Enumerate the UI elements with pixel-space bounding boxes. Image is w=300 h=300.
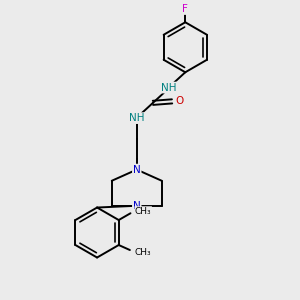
Text: CH₃: CH₃ [135,248,152,256]
Text: NH: NH [129,113,145,123]
Text: N: N [133,201,141,211]
Text: F: F [182,4,188,14]
Text: NH: NH [161,82,177,93]
Text: O: O [175,96,184,106]
Text: CH₃: CH₃ [135,207,152,216]
Text: N: N [133,165,141,175]
